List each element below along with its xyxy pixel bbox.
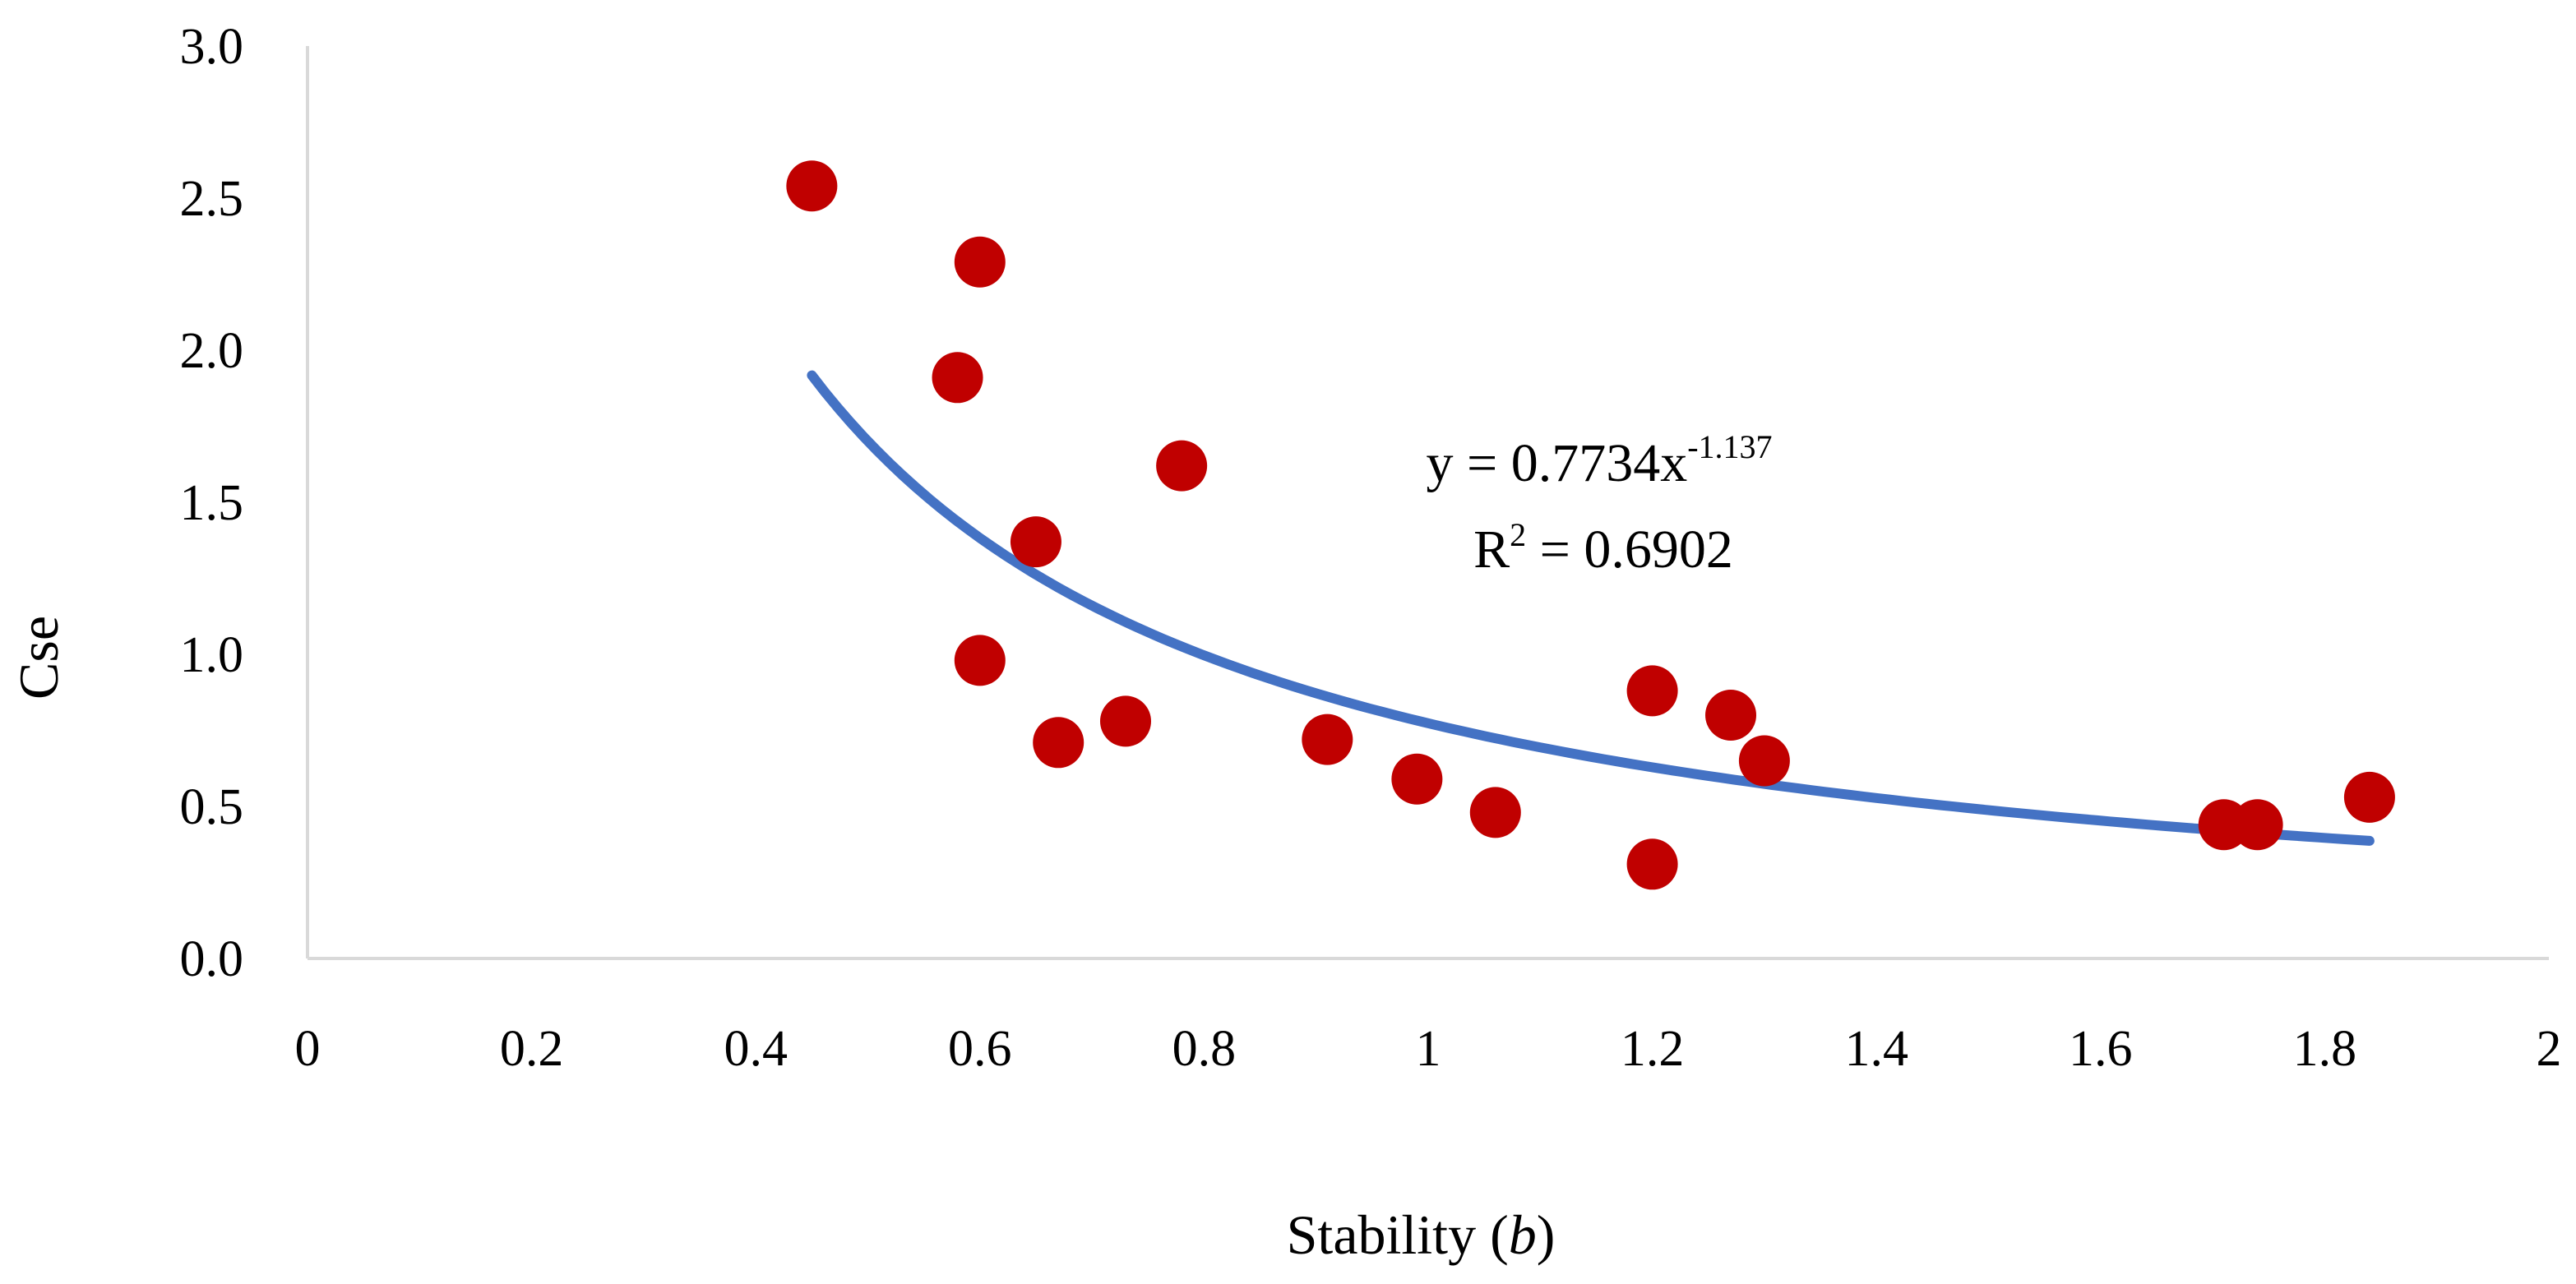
equation-exponent: -1.137 [1687, 428, 1772, 465]
y-tick-label: 2.5 [180, 171, 244, 227]
y-tick-labels: 0.0 0.5 1.0 1.5 2.0 2.5 3.0 [180, 19, 244, 987]
x-tick-label: 1.4 [1844, 1021, 1908, 1077]
data-points [786, 160, 2395, 890]
r-squared-label: R2 = 0.6902 [1473, 516, 1733, 580]
data-point [954, 236, 1006, 288]
x-axis-title-text: Stability [1287, 1203, 1476, 1266]
data-point [1738, 735, 1790, 787]
x-tick-label: 0.2 [500, 1021, 564, 1077]
equation-main: y = 0.7734x [1426, 433, 1687, 493]
x-axis-title-variable: b [1509, 1203, 1537, 1266]
y-tick-label: 0.5 [180, 779, 244, 835]
y-tick-label: 3.0 [180, 19, 244, 75]
y-tick-label: 1.5 [180, 475, 244, 531]
r2-letter: R [1473, 520, 1510, 580]
y-axis-title: Cse [7, 616, 70, 700]
data-point [2231, 799, 2283, 851]
trendline-equation: y = 0.7734x-1.137 [1426, 428, 1772, 493]
x-tick-label: 0.8 [1172, 1021, 1237, 1077]
power-trendline [807, 370, 2375, 846]
y-tick-label: 2.0 [180, 323, 244, 379]
x-axis-title-close-paren: ) [1537, 1203, 1556, 1266]
data-point [1391, 753, 1443, 805]
data-point [786, 160, 838, 212]
x-tick-label: 1 [1416, 1021, 1441, 1077]
x-axis-title-open-paren: ( [1476, 1203, 1509, 1266]
data-point [1099, 695, 1151, 747]
data-point [1469, 787, 1521, 838]
data-point [1705, 690, 1757, 741]
x-axis-title: Stability (b) [1287, 1203, 1556, 1266]
data-point [954, 635, 1006, 686]
data-point [1302, 714, 1353, 765]
x-tick-label: 0 [295, 1021, 321, 1077]
x-tick-label: 0.4 [724, 1021, 788, 1077]
y-tick-label: 1.0 [180, 627, 244, 683]
x-tick-label: 1.6 [2069, 1021, 2133, 1077]
x-tick-label: 1.2 [1621, 1021, 1685, 1077]
y-tick-label: 0.0 [180, 931, 244, 987]
data-point [2343, 771, 2395, 823]
data-point [932, 352, 983, 404]
x-tick-label: 1.8 [2293, 1021, 2357, 1077]
r2-value: = 0.6902 [1526, 520, 1733, 580]
data-point [1156, 440, 1208, 492]
data-point [1626, 665, 1678, 717]
x-tick-labels: 0 0.2 0.4 0.6 0.8 1 1.2 1.4 1.6 1.8 2 [295, 1021, 2562, 1077]
axes [306, 46, 2549, 960]
data-point [1033, 717, 1085, 769]
x-tick-label: 2 [2537, 1021, 2562, 1077]
r2-superscript: 2 [1510, 516, 1526, 553]
x-tick-label: 0.6 [948, 1021, 1012, 1077]
data-point [1010, 516, 1061, 568]
data-point [1626, 838, 1678, 890]
